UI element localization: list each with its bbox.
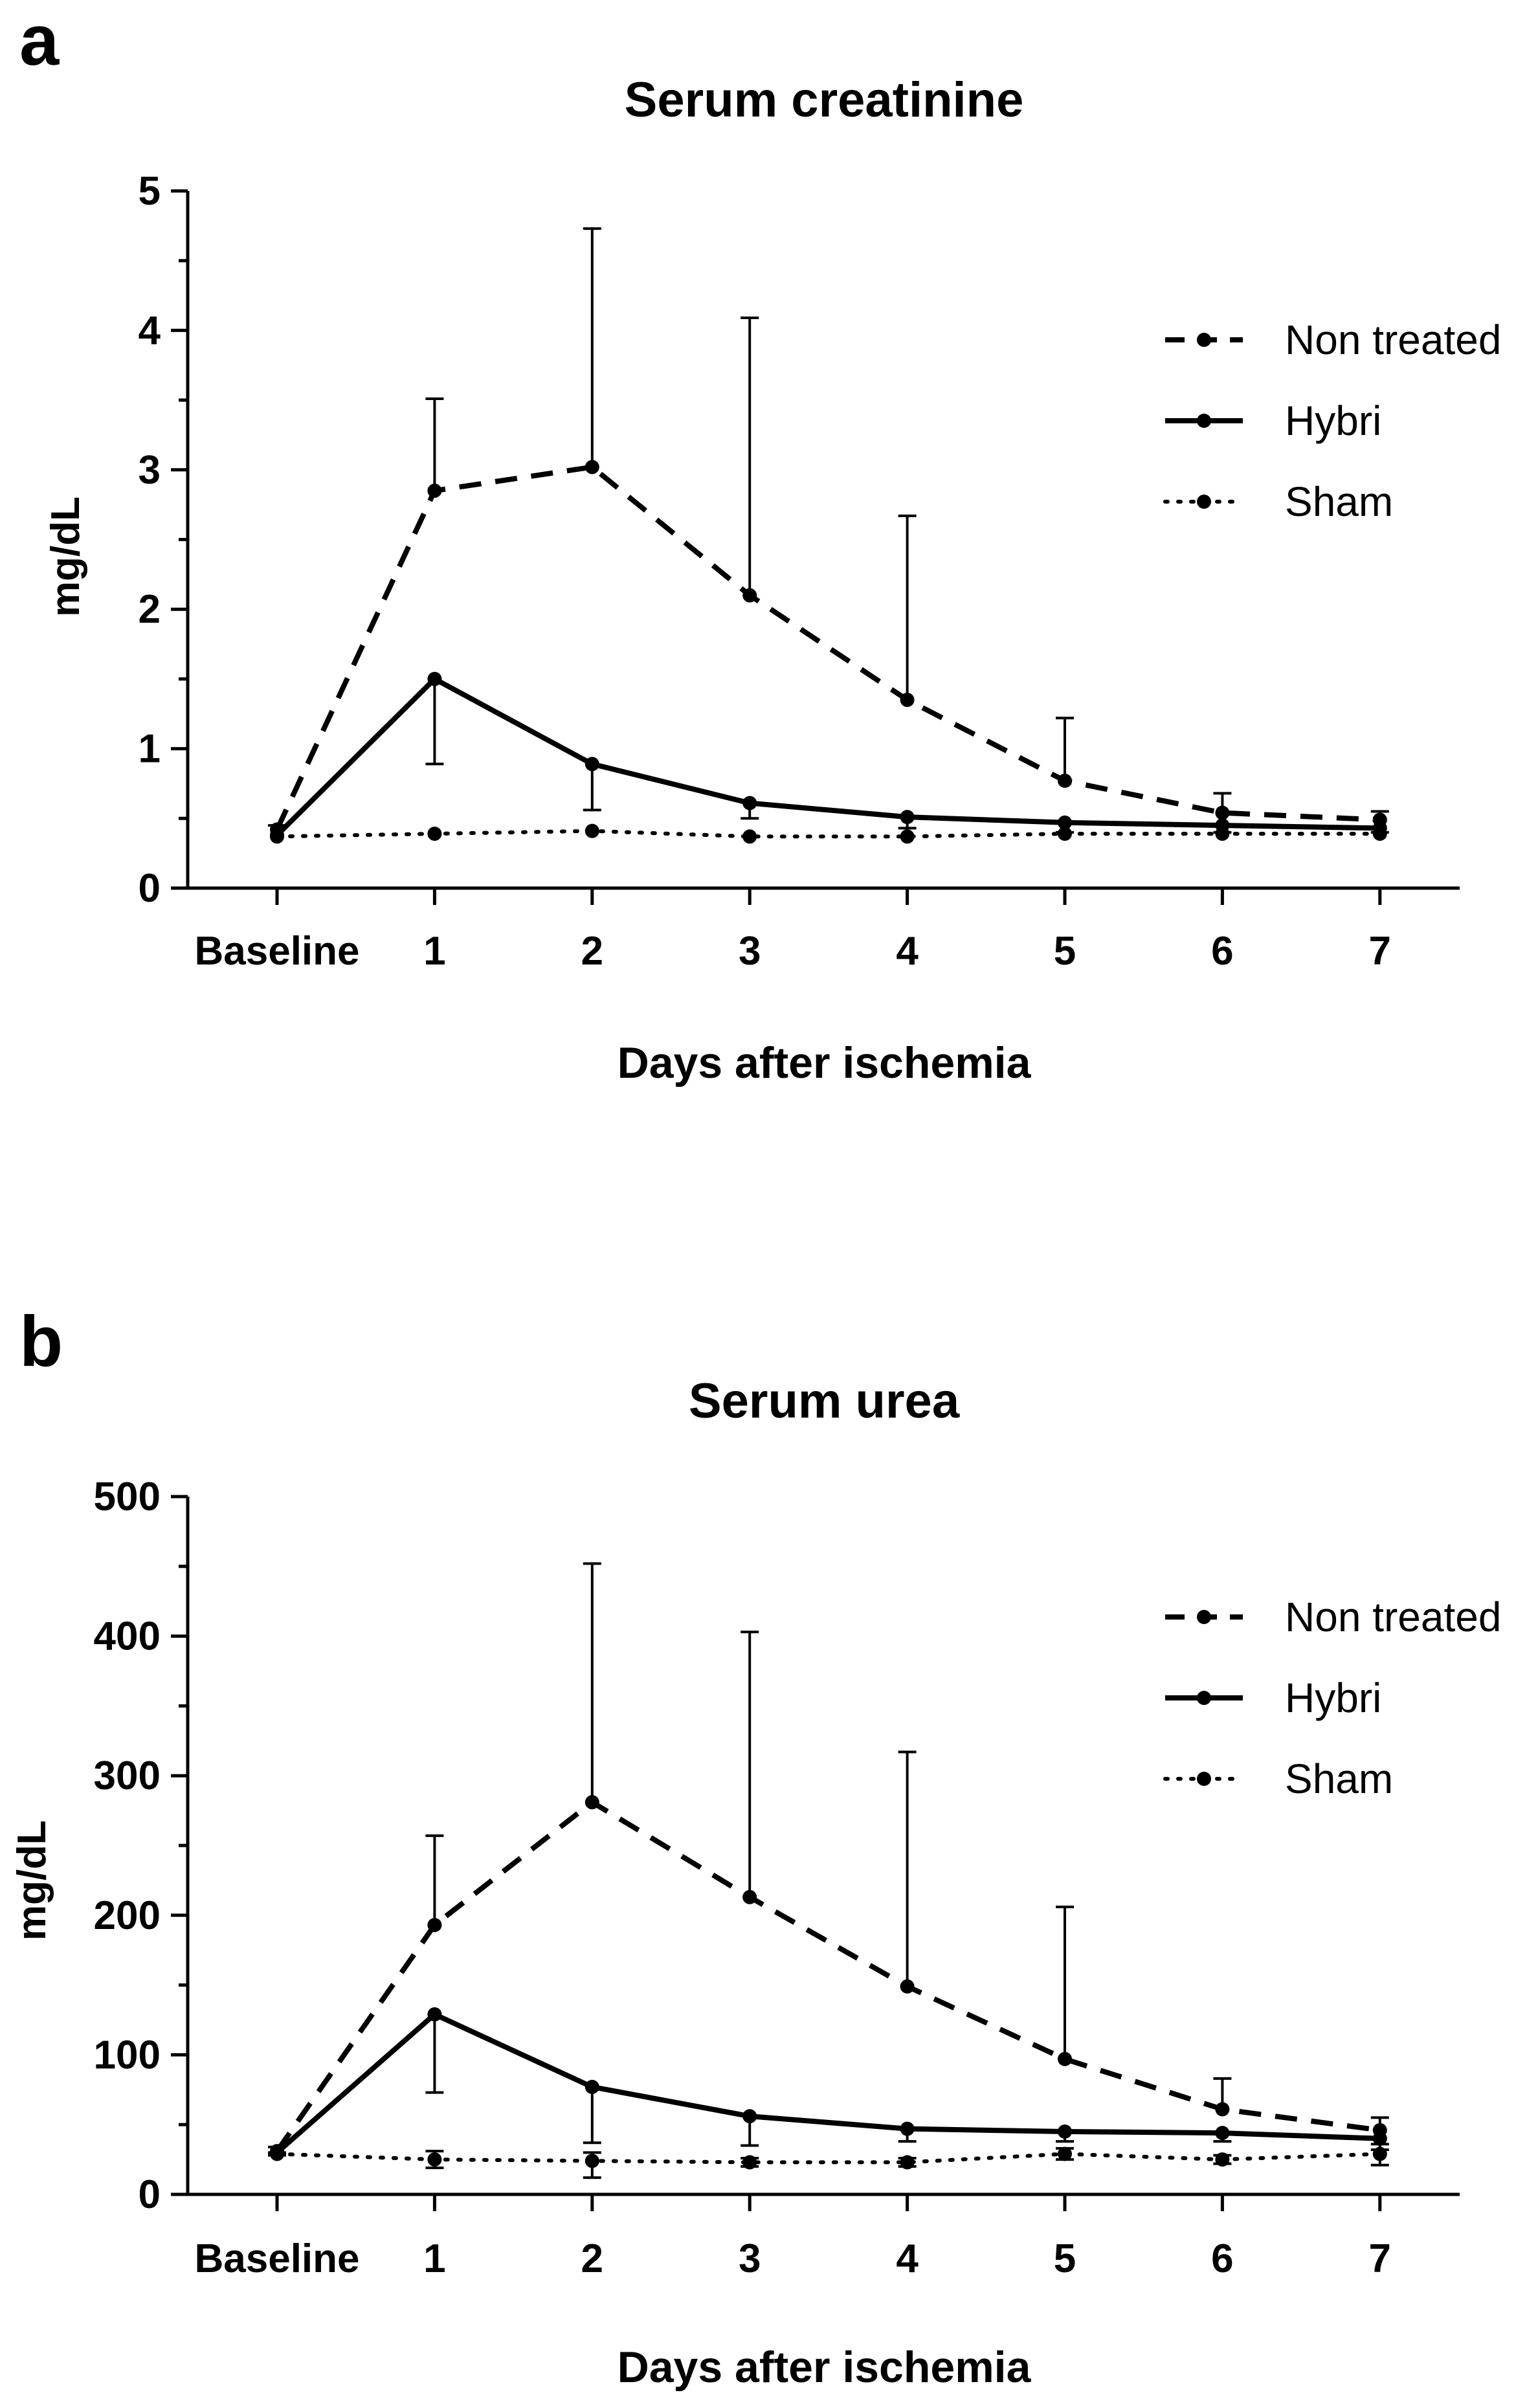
a-x-tick-label-2: 2 xyxy=(581,929,603,974)
b-legend-hybri-marker xyxy=(1197,1691,1211,1705)
a-x-tick-label-baseline: Baseline xyxy=(194,929,359,974)
b-x-tick-label-6: 6 xyxy=(1211,2236,1233,2281)
b-hybri-point xyxy=(1058,2124,1072,2139)
a-sham-point xyxy=(1215,826,1230,841)
b-non-treated-point xyxy=(742,1890,757,1904)
a-legend-sham-marker xyxy=(1197,495,1211,509)
a-hybri-point xyxy=(585,757,599,772)
a-non-treated-point xyxy=(742,588,757,603)
panel-b-letter: b xyxy=(19,1302,63,1381)
a-hybri-point xyxy=(900,810,915,825)
b-legend-hybri-label: Hybri xyxy=(1285,1675,1381,1721)
a-x-tick-label-7: 7 xyxy=(1369,929,1391,974)
b-hybri-point xyxy=(900,2121,915,2136)
b-hybri-point xyxy=(1372,2131,1387,2146)
a-hybri-point xyxy=(1058,815,1072,830)
b-x-tick-label-2: 2 xyxy=(581,2236,603,2281)
a-hybri-point xyxy=(427,671,442,686)
b-y-tick-label: 100 xyxy=(94,2033,161,2077)
b-y-tick-label: 0 xyxy=(139,2172,161,2217)
a-legend-non-treated-label: Non treated xyxy=(1285,317,1501,363)
b-hybri-point xyxy=(1215,2126,1230,2141)
a-hybri-line xyxy=(275,676,1380,837)
a-sham-point xyxy=(585,823,599,838)
a-y-tick-label: 5 xyxy=(139,169,161,214)
panel-a-creatinine-chart: a Serum creatinine Days after ischemia m… xyxy=(19,1,1501,1087)
a-legend-non-treated-marker xyxy=(1197,333,1211,347)
b-non-treated-point xyxy=(1058,2051,1072,2066)
b-sham-point xyxy=(900,2155,915,2170)
a-x-tick-label-5: 5 xyxy=(1054,929,1076,974)
a-non-treated-point xyxy=(900,693,915,708)
b-x-tick-label-1: 1 xyxy=(423,2236,445,2281)
panel-a-letter: a xyxy=(19,1,60,80)
b-x-tick-label-7: 7 xyxy=(1369,2236,1391,2281)
a-y-tick-label: 3 xyxy=(139,448,161,493)
b-y-tick-label: 400 xyxy=(94,1614,161,1659)
b-x-tick-label-4: 4 xyxy=(896,2236,919,2281)
b-legend-non-treated-label: Non treated xyxy=(1285,1594,1501,1640)
a-legend-sham-label: Sham xyxy=(1285,478,1393,525)
b-hybri-point xyxy=(742,2109,757,2124)
b-y-tick-label: 200 xyxy=(94,1893,161,1938)
b-legend-sham-marker xyxy=(1197,1772,1211,1786)
b-non-treated-point xyxy=(427,1917,442,1932)
panel-b-urea-chart: b Serum urea Days after ischemia mg/dL 0… xyxy=(10,1302,1501,2392)
a-y-tick-label: 4 xyxy=(139,308,161,353)
a-y-tick-label: 0 xyxy=(139,866,161,911)
a-hybri-point xyxy=(742,796,757,810)
b-sham-point xyxy=(427,2152,442,2167)
panel-b-ylabel: mg/dL xyxy=(10,1820,54,1941)
b-x-tick-label-baseline: Baseline xyxy=(194,2236,359,2281)
a-y-tick-label: 2 xyxy=(139,587,161,632)
b-hybri-point xyxy=(427,2007,442,2022)
panel-a-title: Serum creatinine xyxy=(625,72,1024,128)
b-x-tick-label-3: 3 xyxy=(739,2236,761,2281)
b-sham-point xyxy=(270,2146,284,2161)
a-x-tick-label-6: 6 xyxy=(1211,929,1233,974)
b-non-treated-point xyxy=(585,1795,599,1810)
b-sham-line xyxy=(275,2152,1382,2165)
b-x-tick-label-5: 5 xyxy=(1054,2236,1076,2281)
panel-b-legend: Non treated Hybri Sham xyxy=(1163,1594,1501,1802)
b-sham-point xyxy=(1058,2146,1072,2161)
panel-a-ylabel: mg/dL xyxy=(43,496,88,617)
a-non-treated-point xyxy=(585,460,599,474)
a-non-treated-point xyxy=(1215,805,1230,820)
panel-a-xlabel: Days after ischemia xyxy=(618,1038,1032,1087)
a-non-treated-point xyxy=(1058,774,1072,788)
a-sham-point xyxy=(742,829,757,844)
a-sham-point xyxy=(900,829,915,844)
a-sham-point xyxy=(427,826,442,841)
a-non-treated-point xyxy=(427,484,442,498)
a-x-tick-label-4: 4 xyxy=(896,929,919,974)
panel-a-legend: Non treated Hybri Sham xyxy=(1163,317,1501,525)
a-legend-hybri-marker xyxy=(1197,414,1211,428)
b-non-treated-line xyxy=(274,1800,1381,2153)
b-hybri-line xyxy=(275,2011,1380,2155)
b-sham-point xyxy=(585,2154,599,2168)
b-sham-point xyxy=(1215,2152,1230,2167)
b-non-treated-point xyxy=(900,1979,915,1994)
a-x-tick-label-3: 3 xyxy=(739,929,761,974)
b-legend-sham-label: Sham xyxy=(1285,1756,1393,1802)
b-legend-non-treated-marker xyxy=(1197,1610,1211,1624)
a-sham-point xyxy=(1372,826,1387,841)
b-non-treated-point xyxy=(1215,2102,1230,2117)
b-sham-point xyxy=(742,2155,757,2170)
b-y-tick-label: 300 xyxy=(94,1754,161,1798)
a-sham-point xyxy=(270,829,284,844)
b-sham-point xyxy=(1372,2146,1387,2161)
a-non-treated-line xyxy=(274,464,1380,831)
a-legend-hybri-label: Hybri xyxy=(1285,397,1381,444)
a-x-tick-label-1: 1 xyxy=(423,929,445,974)
a-y-tick-label: 1 xyxy=(139,727,161,772)
b-y-tick-label: 500 xyxy=(94,1475,161,1519)
b-hybri-point xyxy=(585,2079,599,2094)
panel-b-title: Serum urea xyxy=(689,1374,960,1429)
a-sham-line xyxy=(275,829,1382,839)
panel-b-xlabel: Days after ischemia xyxy=(618,2343,1032,2392)
a-sham-point xyxy=(1058,826,1072,841)
